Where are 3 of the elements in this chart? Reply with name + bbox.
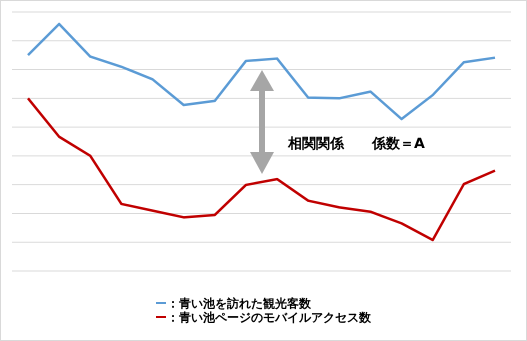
legend-label: ：青い池ページのモバイルアクセス数 — [167, 310, 372, 324]
annotation: 相関関係 係数＝A — [287, 136, 425, 152]
legend-label: ：青い池を訪れた観光客数 — [167, 296, 312, 310]
